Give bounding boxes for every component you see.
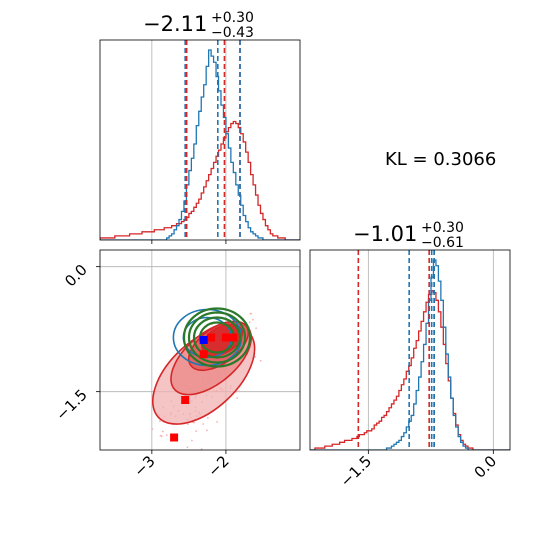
sample-point bbox=[259, 359, 262, 362]
y-tick-label: −1.5 bbox=[52, 386, 90, 424]
sample-point bbox=[196, 457, 198, 459]
param2-title-lower: −0.61 bbox=[421, 235, 464, 251]
sample-point bbox=[161, 430, 164, 433]
red-marker bbox=[207, 333, 216, 342]
red-marker bbox=[170, 433, 179, 442]
sample-point bbox=[238, 390, 241, 393]
param2-title: −1.01 bbox=[353, 222, 417, 246]
hist1-frame bbox=[99, 39, 301, 241]
sample-point bbox=[159, 434, 162, 437]
sample-point bbox=[206, 429, 208, 432]
red-marker bbox=[199, 350, 208, 359]
sample-point bbox=[187, 423, 189, 425]
sample-point bbox=[254, 355, 257, 358]
kl-annotation: KL = 0.3066 bbox=[385, 149, 496, 170]
sample-point bbox=[248, 321, 251, 324]
hist2-frame bbox=[309, 249, 511, 451]
sample-point bbox=[252, 318, 254, 321]
sample-point bbox=[184, 456, 186, 458]
sample-point bbox=[191, 453, 193, 455]
sample-point bbox=[207, 417, 209, 419]
red-marker bbox=[229, 333, 238, 342]
sample-point bbox=[200, 448, 203, 450]
histogram-param1 bbox=[100, 40, 300, 240]
x-tick-label: −3 bbox=[130, 452, 158, 480]
y-tick-label: 0.0 bbox=[61, 261, 91, 291]
green-contour-3 bbox=[192, 316, 242, 359]
param1-title-upper: +0.30 bbox=[211, 10, 254, 26]
x-tick-label: −2 bbox=[204, 452, 232, 480]
sample-point bbox=[159, 420, 161, 422]
red-marker bbox=[181, 396, 190, 404]
param2-title-upper: +0.30 bbox=[421, 220, 464, 236]
sample-point bbox=[170, 452, 172, 454]
sample-point bbox=[156, 457, 158, 459]
param1-title: −2.11 bbox=[143, 12, 207, 36]
hist1-series-b bbox=[100, 120, 300, 240]
sample-point bbox=[176, 456, 178, 458]
red-marker bbox=[221, 333, 230, 342]
sample-point bbox=[195, 430, 198, 432]
hist2-series-a bbox=[310, 259, 510, 450]
x-tick-label: −1.5 bbox=[337, 452, 375, 490]
hist2-series-b bbox=[310, 290, 510, 450]
sample-point bbox=[216, 421, 219, 423]
x-tick-label: 0.0 bbox=[471, 452, 501, 482]
sample-point bbox=[165, 434, 168, 436]
scatter-frame bbox=[99, 249, 301, 451]
sample-point bbox=[151, 428, 154, 430]
sample-point bbox=[186, 446, 189, 449]
sample-point bbox=[193, 421, 195, 424]
green-contour-2 bbox=[187, 311, 247, 364]
green-contour-1 bbox=[182, 307, 252, 368]
histogram-param2 bbox=[310, 250, 510, 450]
hist1-series-a bbox=[100, 49, 300, 240]
param1-title-lower: −0.43 bbox=[211, 25, 254, 41]
sample-point bbox=[255, 327, 257, 329]
sample-point bbox=[191, 439, 193, 442]
sample-point bbox=[156, 452, 158, 454]
sample-point bbox=[202, 423, 205, 425]
sample-point bbox=[249, 312, 252, 315]
blue-marker bbox=[199, 336, 208, 344]
sample-point bbox=[236, 397, 239, 399]
joint-density-panel bbox=[100, 250, 300, 459]
